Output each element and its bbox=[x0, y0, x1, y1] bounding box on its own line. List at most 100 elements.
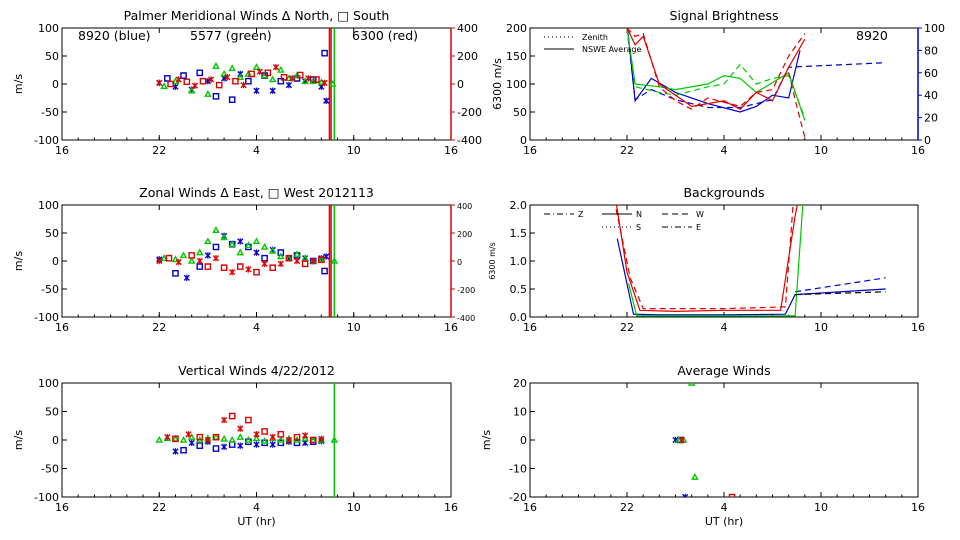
data-point-green bbox=[687, 383, 696, 386]
data-point-red bbox=[204, 263, 212, 270]
y-tick-label: -50 bbox=[41, 283, 59, 296]
data-point-green bbox=[260, 437, 269, 444]
data-point-blue bbox=[212, 93, 220, 100]
legend-label: Zenith bbox=[582, 33, 608, 42]
data-point-green bbox=[252, 63, 261, 70]
data-point-blue bbox=[682, 493, 689, 497]
data-point-green bbox=[171, 255, 180, 263]
legend-label: Z bbox=[578, 210, 584, 219]
y2-tick-label: -400 bbox=[457, 134, 482, 147]
data-point-blue bbox=[196, 442, 204, 449]
data-point-green bbox=[220, 233, 228, 241]
y-tick-label: -100 bbox=[34, 311, 59, 324]
chart-title: Zonal Winds Δ East, □ West 2012113 bbox=[139, 185, 374, 200]
series-line-green bbox=[626, 28, 806, 118]
data-point-green bbox=[236, 73, 245, 81]
data-point-blue bbox=[196, 69, 204, 77]
y2-tick-label: 200 bbox=[457, 230, 472, 239]
chart-title: Palmer Meridional Winds Δ North, □ South bbox=[124, 8, 390, 23]
y-tick-label: -50 bbox=[41, 463, 59, 476]
y-tick-label: 0 bbox=[520, 134, 527, 147]
data-point-green bbox=[277, 65, 285, 73]
series-line-red bbox=[626, 28, 806, 110]
data-point-blue bbox=[321, 49, 328, 57]
data-point-green bbox=[260, 242, 269, 250]
x-tick-label: 16 bbox=[523, 144, 537, 157]
y-axis-label: m/s bbox=[480, 430, 493, 450]
x-tick-label: 4 bbox=[721, 144, 728, 157]
chart-title: Average Winds bbox=[677, 363, 770, 378]
data-point-green bbox=[244, 435, 253, 443]
data-point-green bbox=[212, 226, 220, 233]
x-tick-label: 4 bbox=[253, 501, 260, 514]
x-tick-label: 22 bbox=[620, 321, 634, 334]
data-point-red bbox=[248, 70, 255, 78]
data-point-red bbox=[199, 77, 207, 85]
data-point-green bbox=[179, 251, 188, 259]
series-line-red bbox=[626, 28, 806, 110]
data-point-green bbox=[187, 86, 196, 94]
y-tick-label: 1.0 bbox=[510, 255, 528, 268]
series-annotation: 8920 (blue) bbox=[78, 28, 151, 43]
data-point-green bbox=[212, 62, 220, 69]
y-tick-label: 50 bbox=[45, 227, 59, 240]
data-point-green bbox=[160, 254, 168, 261]
data-point-green bbox=[204, 237, 212, 245]
data-point-red bbox=[212, 433, 220, 441]
series-line-red bbox=[788, 72, 806, 138]
legend: Zenith NSWE Average bbox=[544, 33, 642, 54]
data-point-blue bbox=[212, 445, 220, 452]
y-tick-label: 0.5 bbox=[510, 283, 528, 296]
x-tick-label: 16 bbox=[55, 321, 69, 334]
legend-label: N bbox=[636, 210, 642, 219]
data-point-green bbox=[155, 435, 164, 443]
y2-tick-label: 0 bbox=[924, 134, 931, 147]
plot-area bbox=[672, 383, 736, 497]
data-point-red bbox=[220, 264, 228, 272]
data-point-red bbox=[165, 254, 173, 262]
data-point-red bbox=[318, 256, 325, 264]
y-axis-label: m/s bbox=[12, 430, 25, 450]
y2-tick-label: 0 bbox=[457, 258, 462, 267]
x-tick-label: 4 bbox=[253, 144, 260, 157]
data-point-red bbox=[293, 433, 301, 441]
plot-area bbox=[156, 205, 339, 317]
data-point-green bbox=[328, 79, 337, 87]
x-axis-label: UT (hr) bbox=[705, 515, 743, 528]
y-tick-label: 20 bbox=[513, 377, 527, 390]
legend-label: NSWE Average bbox=[582, 45, 642, 54]
series-line-red bbox=[614, 205, 794, 310]
chart-title: Signal Brightness bbox=[670, 8, 779, 23]
data-point-red bbox=[167, 80, 174, 88]
data-point-blue bbox=[172, 270, 179, 277]
data-point-green bbox=[301, 434, 309, 442]
y-tick-label: 50 bbox=[45, 406, 59, 419]
data-point-red bbox=[277, 431, 285, 438]
axes-frame bbox=[529, 204, 919, 318]
series-annotation: 6300 (red) bbox=[352, 28, 418, 43]
chart-title: Vertical Winds 4/22/2012 bbox=[178, 363, 335, 378]
data-point-red bbox=[196, 433, 204, 441]
x-tick-label: 16 bbox=[523, 501, 537, 514]
legend: Z N W S E bbox=[544, 210, 704, 232]
data-point-blue bbox=[164, 75, 171, 82]
y-tick-label: 0 bbox=[52, 255, 59, 268]
series-line-blue bbox=[795, 277, 886, 293]
data-point-red bbox=[236, 263, 244, 270]
x-tick-label: 10 bbox=[814, 501, 828, 514]
data-point-green bbox=[212, 433, 220, 440]
y-axis-label: m/s bbox=[12, 74, 25, 94]
data-point-green bbox=[252, 237, 261, 245]
x-tick-label: 10 bbox=[814, 144, 828, 157]
y-tick-label: 0 bbox=[52, 78, 59, 91]
series-annotation: 5577 (green) bbox=[190, 28, 272, 43]
x-tick-label: 10 bbox=[347, 144, 361, 157]
data-point-red bbox=[245, 416, 252, 424]
data-point-red bbox=[188, 252, 195, 259]
x-tick-label: 10 bbox=[347, 501, 361, 514]
y-tick-label: 100 bbox=[38, 377, 59, 390]
data-point-green bbox=[160, 82, 168, 90]
plot-area bbox=[626, 28, 886, 138]
y2-tick-label: 80 bbox=[924, 44, 938, 57]
